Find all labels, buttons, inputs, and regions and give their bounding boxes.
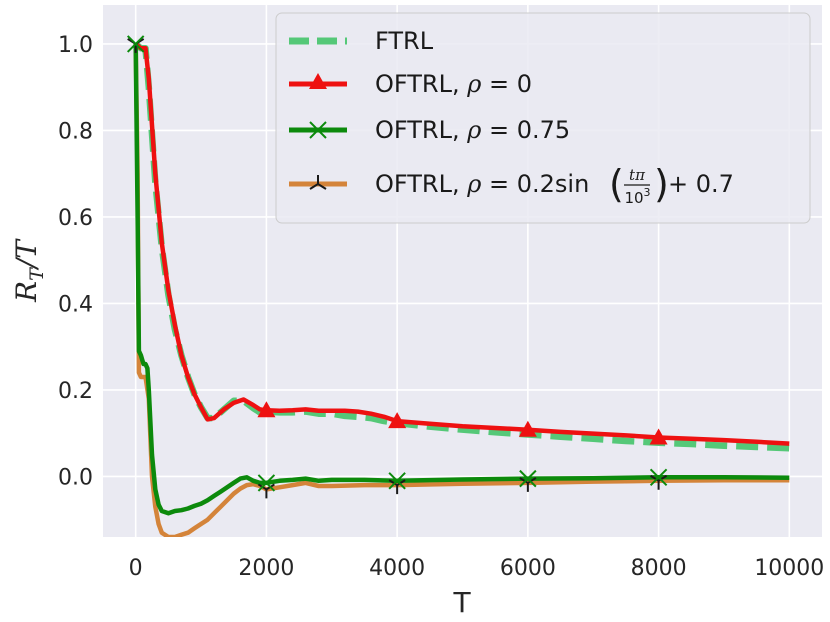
x-axis-label: T — [452, 586, 471, 619]
legend-entry-oftrl-rho-0: OFTRL, ρ = 0 — [289, 70, 532, 98]
marker-triangle — [649, 428, 668, 445]
legend-marker-triangle — [309, 73, 327, 89]
legend-fraction-numerator: tπ — [629, 166, 646, 184]
marker-x — [519, 469, 537, 488]
x-tick-label: 6000 — [500, 556, 556, 581]
y-tick-label: 0.6 — [58, 206, 93, 231]
marker-x — [649, 468, 668, 487]
y-tick-label: 0.2 — [58, 379, 93, 404]
marker-tri — [388, 479, 406, 495]
y-tick-label: 0.0 — [58, 465, 93, 490]
legend-label-oftrl-rho-0: OFTRL, ρ = 0 — [375, 70, 532, 98]
marker-triangle — [257, 401, 276, 418]
legend-frame — [275, 12, 811, 224]
marker-triangle — [388, 412, 407, 429]
marker-x — [126, 35, 145, 53]
legend-label-ftrl: FTRL — [375, 27, 434, 55]
legend-paren-right: ) — [654, 162, 669, 206]
legend-label-tail: + 0.7 — [668, 170, 734, 198]
y-tick-label: 1.0 — [58, 33, 93, 58]
y-tick-labels: 0.0 0.2 0.4 0.6 0.8 1.0 — [58, 33, 93, 491]
legend-label-oftrl-rho-075: OFTRL, ρ = 0.75 — [375, 116, 570, 144]
series-line — [133, 43, 790, 516]
legend-entry-ftrl: FTRL — [289, 27, 434, 55]
legend-fraction-exponent: 3 — [644, 186, 651, 199]
x-tick-label: 10000 — [754, 556, 824, 581]
y-axis-label: RT/T — [10, 238, 48, 303]
x-tick-labels: 0 2000 4000 6000 8000 10000 — [129, 556, 825, 581]
x-tick-label: 8000 — [631, 556, 687, 581]
legend-entry-oftrl-rho-075: OFTRL, ρ = 0.75 — [289, 116, 570, 144]
marker-tri — [519, 477, 537, 492]
marker-x — [388, 472, 406, 490]
legend-entry-oftrl-rho-sin: OFTRL, ρ = 0.2sin ( tπ 10 3 ) + 0.7 — [289, 162, 734, 207]
marker-x — [257, 474, 276, 492]
marker-triangle — [518, 420, 537, 437]
plot-lines — [126, 35, 790, 537]
x-tick-label: 4000 — [369, 556, 425, 581]
x-tick-label: 0 — [129, 556, 143, 581]
series-line — [134, 42, 790, 446]
legend: FTRL OFTRL, ρ = 0 OFTRL, ρ = 0.75 OFTRL,… — [275, 12, 811, 224]
legend-marker-tri — [309, 175, 327, 190]
y-tick-label: 0.8 — [58, 119, 93, 144]
y-tick-label: 0.4 — [58, 292, 93, 317]
legend-marker-x — [309, 121, 327, 139]
legend-fraction-denominator: 10 — [624, 189, 643, 207]
x-tick-label: 2000 — [238, 556, 294, 581]
legend-paren-left: ( — [609, 162, 624, 206]
legend-label-oftrl-rho-sin: OFTRL, ρ = 0.2sin — [375, 170, 589, 198]
